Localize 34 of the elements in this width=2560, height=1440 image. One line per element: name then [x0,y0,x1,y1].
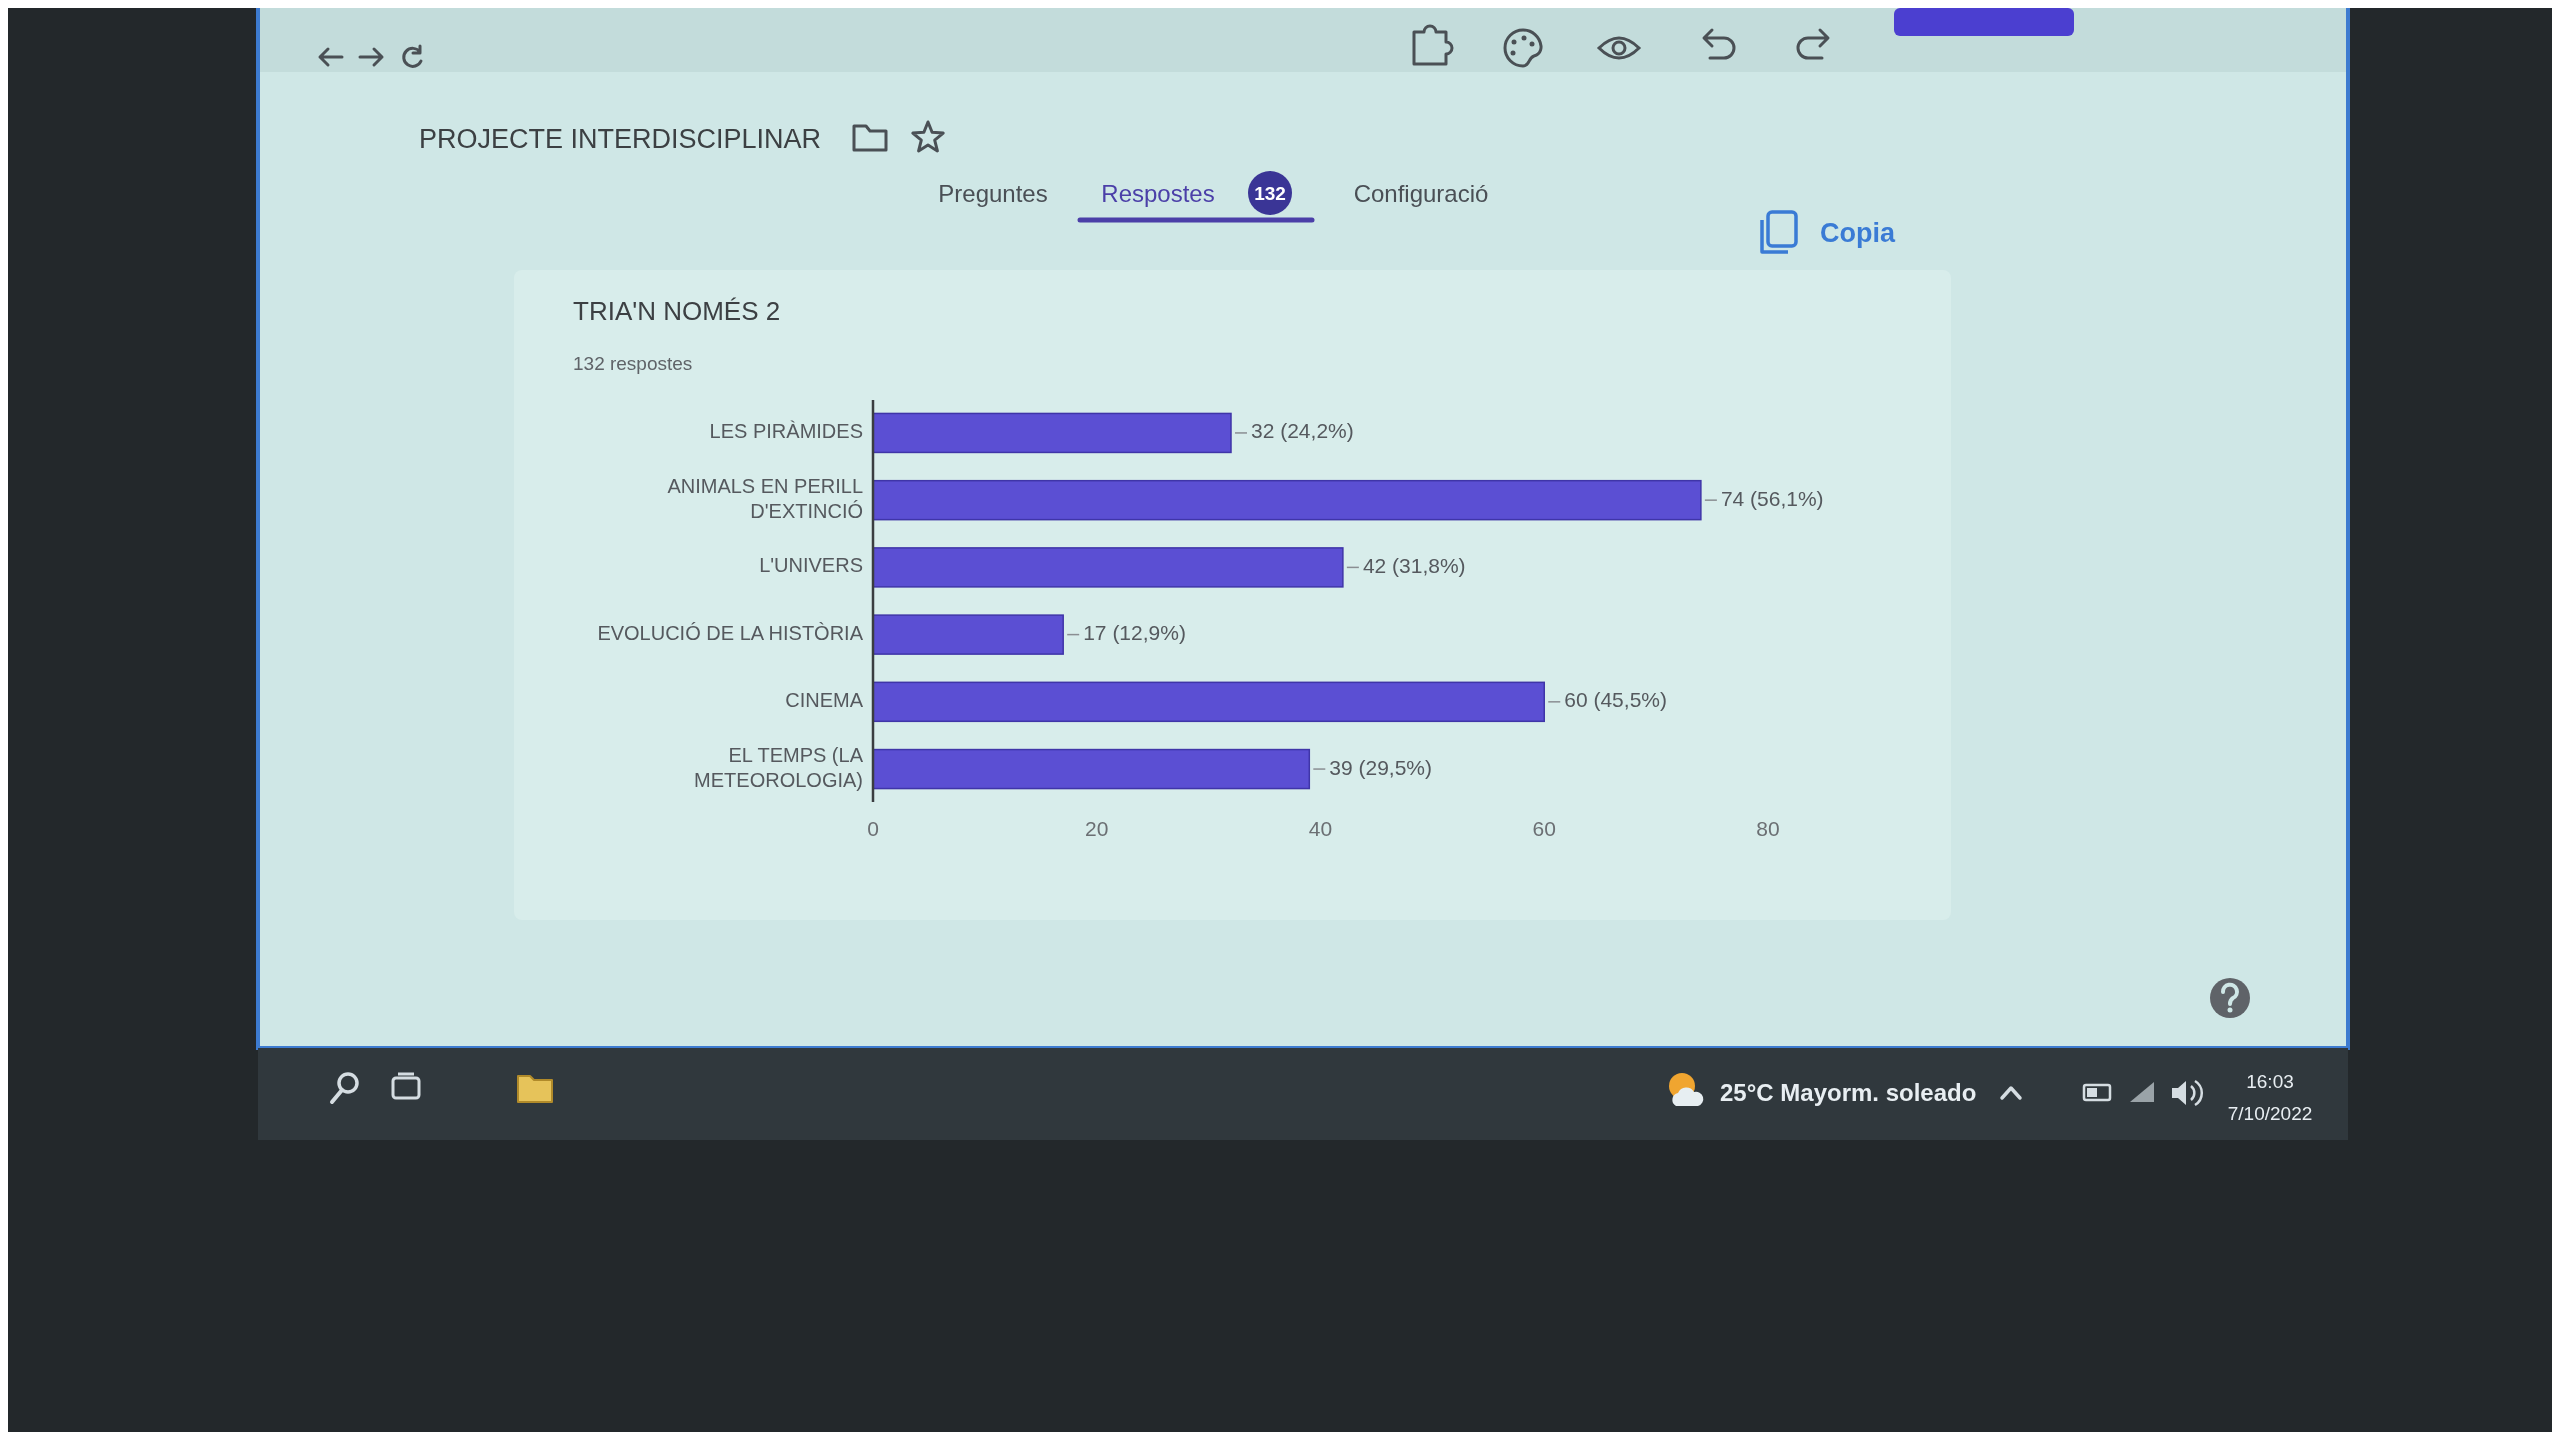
text: 132 [1254,183,1286,204]
y-tick-label: LES PIRÀMIDES [709,420,863,443]
bar [872,681,1545,723]
data-label: 17 (12,9%) [1083,621,1186,645]
bar [872,614,1064,655]
text: Respostes [1101,180,1215,207]
data-label: 60 (45,5%) [1564,688,1667,712]
data-label: 32 (24,2%) [1251,419,1354,443]
y-tick-label: EVOLUCIÓ DE LA HISTÒRIA [597,621,864,644]
x-tick-label: 20 [1085,817,1109,840]
bar [872,479,1702,521]
x-tick-label: 40 [1308,817,1333,840]
chart-title: TRIA'N NOMÉS 2 [573,296,781,326]
bar [872,412,1232,454]
text: Copia [1820,218,1896,248]
text: Configuració [1353,180,1489,207]
y-tick-label: L'UNIVERS [759,554,863,577]
text: Preguntes [938,180,1048,207]
text: 16:03 [2246,1071,2294,1092]
x-tick-label: 60 [1532,817,1556,840]
y-tick-label: ANIMALS EN PERILL D'EXTINCIÓ [667,474,863,522]
data-label: 42 (31,8%) [1362,553,1466,577]
y-tick-label: EL TEMPS (LA METEOROLOGIA) [694,743,864,791]
bar [872,748,1311,790]
text: PROJECTE INTERDISCIPLINAR [419,124,822,154]
text: 25°C Mayorm. soleado [1720,1079,1977,1106]
data-label: 74 (56,1%) [1720,486,1824,510]
text: 7/10/2022 [2227,1103,2313,1124]
y-tick-label: CINEMA [785,689,864,712]
x-tick-label: 0 [867,817,879,840]
text: 132 respostes [573,353,693,374]
data-label: 39 (29,5%) [1329,755,1433,779]
x-tick-label: 80 [1756,817,1780,840]
bar [872,547,1344,588]
